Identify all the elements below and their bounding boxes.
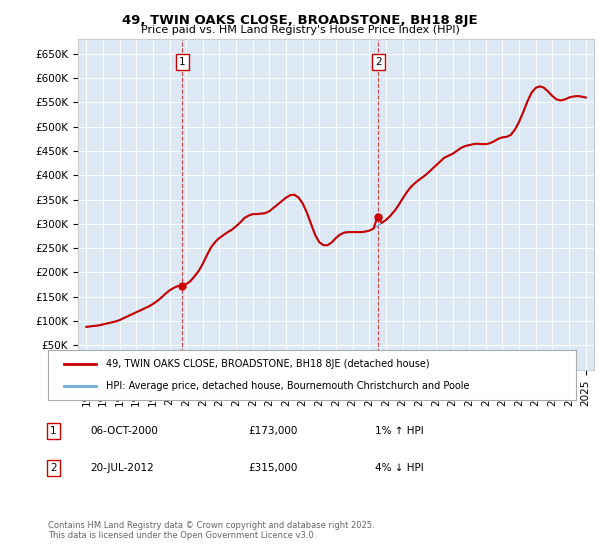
Text: Contains HM Land Registry data © Crown copyright and database right 2025.
This d: Contains HM Land Registry data © Crown c… xyxy=(48,521,374,540)
Text: 2: 2 xyxy=(375,57,382,67)
Text: 20-JUL-2012: 20-JUL-2012 xyxy=(90,463,154,473)
Text: 49, TWIN OAKS CLOSE, BROADSTONE, BH18 8JE (detached house): 49, TWIN OAKS CLOSE, BROADSTONE, BH18 8J… xyxy=(106,358,430,368)
Text: 1: 1 xyxy=(179,57,185,67)
Text: £173,000: £173,000 xyxy=(248,426,298,436)
Text: 06-OCT-2000: 06-OCT-2000 xyxy=(90,426,158,436)
Text: HPI: Average price, detached house, Bournemouth Christchurch and Poole: HPI: Average price, detached house, Bour… xyxy=(106,381,470,391)
Text: 4% ↓ HPI: 4% ↓ HPI xyxy=(376,463,424,473)
Text: 1% ↑ HPI: 1% ↑ HPI xyxy=(376,426,424,436)
Text: 2: 2 xyxy=(50,463,56,473)
Text: £315,000: £315,000 xyxy=(248,463,298,473)
Text: 49, TWIN OAKS CLOSE, BROADSTONE, BH18 8JE: 49, TWIN OAKS CLOSE, BROADSTONE, BH18 8J… xyxy=(122,14,478,27)
Text: Price paid vs. HM Land Registry's House Price Index (HPI): Price paid vs. HM Land Registry's House … xyxy=(140,25,460,35)
Text: 1: 1 xyxy=(50,426,56,436)
